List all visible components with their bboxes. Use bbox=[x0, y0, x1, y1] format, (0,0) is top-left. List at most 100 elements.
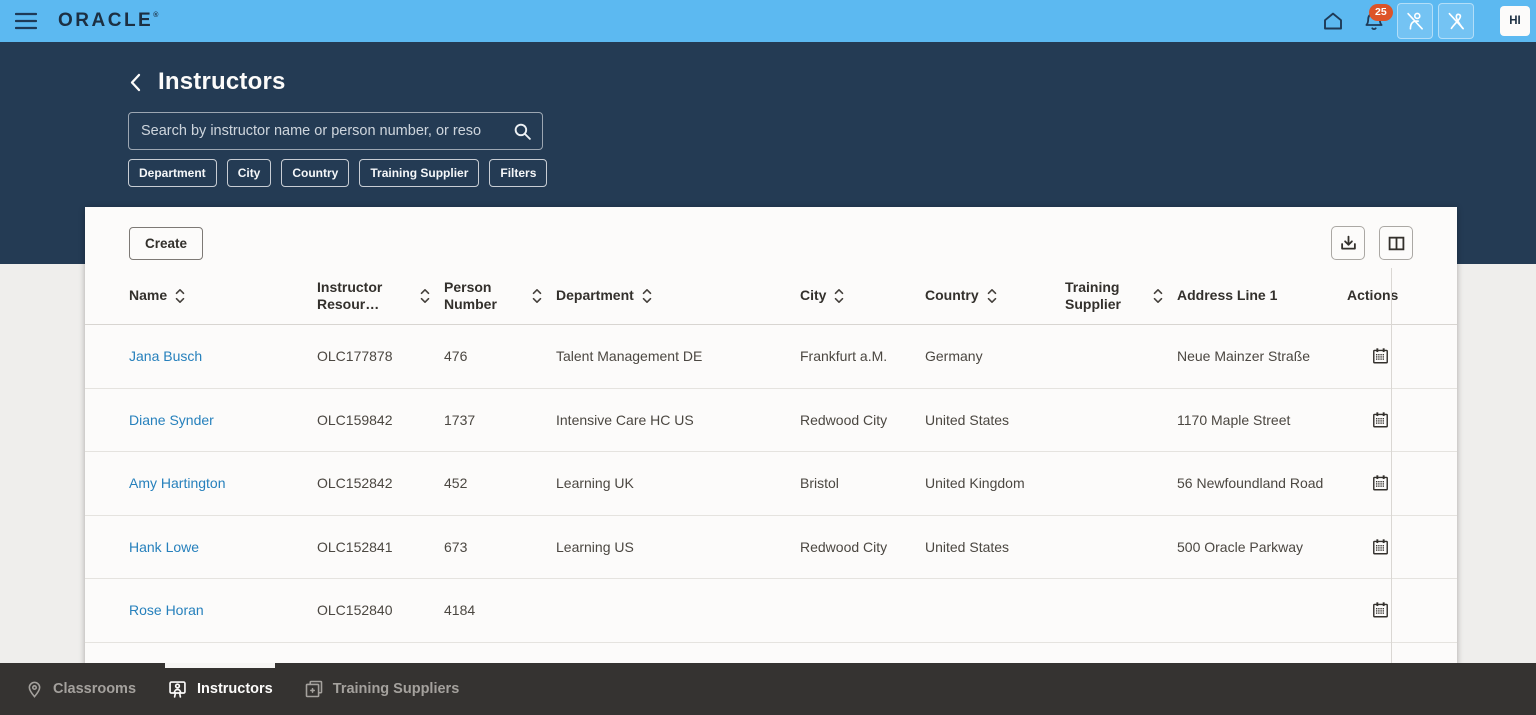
bottom-tab-bar: Classrooms Instructors Training Suppliers bbox=[0, 663, 1536, 715]
results-card: Create Name Instructor Resour… Person Numb… bbox=[85, 207, 1457, 715]
column-label: Department bbox=[556, 287, 634, 304]
column-label: Training Supplier bbox=[1065, 278, 1122, 313]
cell-country: United Kingdom bbox=[925, 475, 1025, 492]
cell-person-number: 673 bbox=[444, 538, 468, 555]
row-calendar-icon[interactable] bbox=[1371, 537, 1390, 557]
column-header-address-line-1: Address Line 1 bbox=[1177, 287, 1347, 305]
instructor-name-link[interactable]: Hank Lowe bbox=[129, 538, 200, 555]
row-calendar-icon[interactable] bbox=[1371, 346, 1390, 366]
sort-icon[interactable] bbox=[1153, 288, 1163, 304]
tab-label: Training Suppliers bbox=[332, 681, 460, 697]
column-header-city[interactable]: City bbox=[800, 287, 925, 305]
cell-instructor-resource: OLC159842 bbox=[317, 411, 393, 428]
cell-person-number: 452 bbox=[444, 475, 468, 492]
sort-icon[interactable] bbox=[532, 288, 542, 304]
cell-address-line-1: Neue Mainzer Straße bbox=[1177, 348, 1311, 365]
location-pin-icon bbox=[25, 680, 44, 699]
cell-country: United States bbox=[925, 411, 1010, 428]
tab-training-suppliers[interactable]: Training Suppliers bbox=[304, 663, 460, 715]
filter-chips: Department City Country Training Supplier Fi… bbox=[128, 159, 548, 187]
user-avatar[interactable]: HI bbox=[1500, 6, 1530, 36]
cell-name: Diane Synder bbox=[129, 412, 317, 428]
cell-address-line-1: 56 Newfoundland Road bbox=[1177, 475, 1324, 492]
column-label: Person Number bbox=[444, 278, 497, 313]
table-header-row: Name Instructor Resour… Person Number Depar… bbox=[85, 268, 1457, 325]
create-button[interactable]: Create bbox=[129, 226, 204, 260]
instructor-name-link[interactable]: Diane Synder bbox=[129, 411, 214, 428]
oracle-logo-text: ORACLE bbox=[58, 10, 154, 31]
download-icon[interactable] bbox=[1331, 226, 1365, 260]
row-calendar-icon[interactable] bbox=[1371, 410, 1390, 430]
instructor-name-link[interactable]: Rose Horan bbox=[129, 602, 204, 619]
row-calendar-icon[interactable] bbox=[1371, 600, 1390, 620]
filter-chip-filters[interactable]: Filters bbox=[489, 159, 548, 187]
column-label: Name bbox=[129, 287, 168, 304]
person-slash-icon[interactable] bbox=[1397, 3, 1433, 39]
home-icon[interactable] bbox=[1316, 3, 1350, 39]
top-bar: ORACLE ® 25 HI bbox=[0, 0, 1536, 42]
column-header-department[interactable]: Department bbox=[556, 287, 800, 305]
sort-icon[interactable] bbox=[834, 288, 844, 304]
table-row: Jana Busch OLC177878 476 Talent Management … bbox=[85, 325, 1457, 389]
tab-classrooms[interactable]: Classrooms bbox=[25, 663, 136, 715]
instructor-name-link[interactable]: Amy Hartington bbox=[129, 475, 226, 492]
cell-city: Redwood City bbox=[800, 411, 888, 428]
cell-name: Jana Busch bbox=[129, 348, 317, 364]
tab-instructors[interactable]: Instructors bbox=[165, 663, 275, 715]
column-header-name[interactable]: Name bbox=[129, 287, 317, 305]
cell-address-line-1: 500 Oracle Parkway bbox=[1177, 538, 1304, 555]
manage-columns-icon[interactable] bbox=[1379, 226, 1413, 260]
cell-instructor-resource: OLC152842 bbox=[317, 475, 393, 492]
hamburger-menu-icon[interactable] bbox=[8, 3, 44, 39]
oracle-logo[interactable]: ORACLE ® bbox=[58, 10, 158, 32]
cell-department: Learning US bbox=[556, 538, 634, 555]
column-label: Country bbox=[925, 287, 979, 304]
sort-icon[interactable] bbox=[987, 288, 997, 304]
filter-chip-training-supplier[interactable]: Training Supplier bbox=[359, 159, 480, 187]
instructors-table: Name Instructor Resour… Person Number Depar… bbox=[85, 268, 1457, 715]
cell-department: Intensive Care HC US bbox=[556, 411, 694, 428]
filter-chip-department[interactable]: Department bbox=[128, 159, 217, 187]
filter-chip-country[interactable]: Country bbox=[281, 159, 350, 187]
ribbon-slash-icon[interactable] bbox=[1438, 3, 1474, 39]
cell-person-number: 1737 bbox=[444, 411, 476, 428]
training-suppliers-icon bbox=[304, 679, 324, 699]
tab-label: Classrooms bbox=[53, 681, 137, 697]
sort-icon[interactable] bbox=[420, 288, 430, 304]
table-row: Diane Synder OLC159842 1737 Intensive Care … bbox=[85, 389, 1457, 452]
table-body: Jana Busch OLC177878 476 Talent Management … bbox=[85, 325, 1457, 643]
instructor-board-icon bbox=[167, 679, 188, 700]
cell-actions bbox=[1347, 537, 1457, 557]
column-header-country[interactable]: Country bbox=[925, 287, 1065, 305]
cell-person-number: 476 bbox=[444, 348, 468, 365]
sort-icon[interactable] bbox=[175, 288, 185, 304]
cell-name: Hank Lowe bbox=[129, 539, 317, 555]
column-label: City bbox=[800, 287, 827, 304]
page-title: Instructors bbox=[158, 68, 286, 95]
column-label: Actions bbox=[1347, 287, 1399, 304]
cell-department: Talent Management DE bbox=[556, 348, 703, 365]
instructor-name-link[interactable]: Jana Busch bbox=[129, 348, 203, 365]
search-box bbox=[128, 112, 543, 150]
back-chevron-icon[interactable] bbox=[128, 71, 142, 93]
notifications-bell-icon[interactable] bbox=[1356, 3, 1392, 39]
cell-department: Learning UK bbox=[556, 475, 634, 492]
column-header-person-number[interactable]: Person Number bbox=[444, 279, 556, 314]
sort-icon[interactable] bbox=[642, 288, 652, 304]
search-icon[interactable] bbox=[513, 122, 532, 146]
registered-mark: ® bbox=[153, 12, 159, 19]
column-header-instructor-resour[interactable]: Instructor Resour… bbox=[317, 279, 444, 314]
column-header-actions: Actions bbox=[1347, 287, 1457, 305]
column-header-training-supplier[interactable]: Training Supplier bbox=[1065, 279, 1177, 314]
search-input[interactable] bbox=[129, 113, 542, 149]
filter-chip-city[interactable]: City bbox=[226, 159, 272, 187]
cell-city: Frankfurt a.M. bbox=[800, 348, 888, 365]
table-row: Amy Hartington OLC152842 452 Learning UK Bri… bbox=[85, 452, 1457, 516]
row-calendar-icon[interactable] bbox=[1371, 473, 1390, 493]
column-label: Address Line 1 bbox=[1177, 287, 1278, 304]
cell-instructor-resource: OLC152840 bbox=[317, 602, 393, 619]
table-row: Hank Lowe OLC152841 673 Learning US Redwood … bbox=[85, 516, 1457, 579]
cell-actions bbox=[1347, 473, 1457, 493]
cell-person-number: 4184 bbox=[444, 602, 476, 619]
cell-actions bbox=[1347, 346, 1457, 366]
